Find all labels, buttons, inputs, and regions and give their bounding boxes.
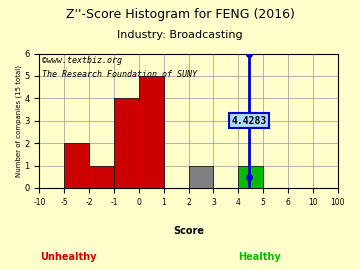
Bar: [139, 76, 164, 188]
Bar: [89, 166, 114, 188]
Y-axis label: Number of companies (15 total): Number of companies (15 total): [15, 65, 22, 177]
Bar: [189, 166, 213, 188]
Text: ©www.textbiz.org: ©www.textbiz.org: [42, 56, 122, 65]
Text: Healthy: Healthy: [238, 252, 280, 262]
Text: Industry: Broadcasting: Industry: Broadcasting: [117, 30, 243, 40]
Text: Z''-Score Histogram for FENG (2016): Z''-Score Histogram for FENG (2016): [66, 8, 294, 21]
Text: 4.4283: 4.4283: [231, 116, 266, 126]
Bar: [114, 98, 139, 188]
Text: The Research Foundation of SUNY: The Research Foundation of SUNY: [42, 70, 197, 79]
Bar: [64, 143, 89, 188]
Bar: [238, 166, 263, 188]
X-axis label: Score: Score: [173, 226, 204, 236]
Text: Unhealthy: Unhealthy: [40, 252, 96, 262]
